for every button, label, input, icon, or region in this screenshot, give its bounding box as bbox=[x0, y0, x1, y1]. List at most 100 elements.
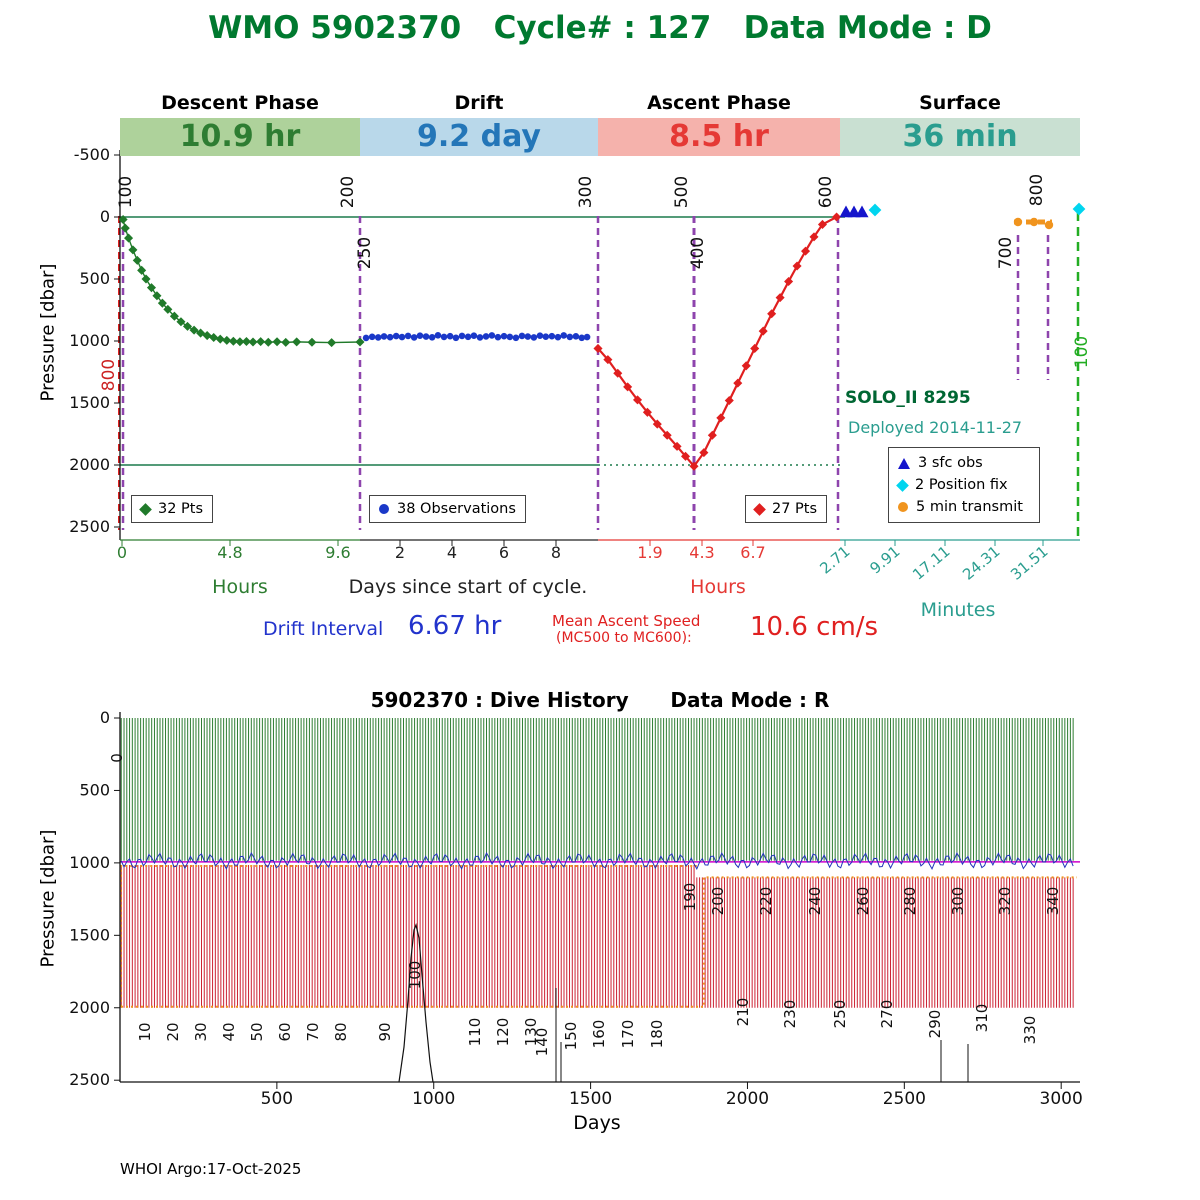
data-point-diamond bbox=[662, 430, 672, 440]
x-tick-label: 4.8 bbox=[217, 543, 242, 562]
data-point-circle bbox=[464, 333, 472, 341]
cycle-number-label: 20 bbox=[164, 1022, 182, 1041]
red-diamond-marker-icon bbox=[753, 502, 766, 516]
data-point-diamond bbox=[699, 448, 709, 458]
dive-history-title: 5902370 : Dive History Data Mode : R bbox=[370, 688, 830, 712]
ascent-speed-sublabel: (MC500 to MC600): bbox=[556, 630, 692, 646]
data-point-circle bbox=[452, 334, 460, 342]
legend-position-fix-row: 2 Position fix bbox=[896, 477, 1008, 493]
phase-drift: Drift 9.2 day bbox=[360, 88, 598, 160]
data-point-diamond bbox=[128, 245, 138, 255]
cycle-number-label: 240 bbox=[806, 887, 824, 916]
cycle-number-label: 30 bbox=[192, 1022, 210, 1041]
mc-label: 100 bbox=[116, 176, 136, 208]
legend-position-fix-label: 2 Position fix bbox=[915, 477, 1008, 493]
cycle-number-label: 150 bbox=[562, 1022, 580, 1051]
data-point-diamond bbox=[716, 413, 726, 423]
data-point-diamond bbox=[613, 368, 623, 378]
anomaly-curve bbox=[398, 922, 434, 1083]
data-point-circle bbox=[1044, 220, 1054, 230]
y-tick-label: 0 bbox=[100, 708, 110, 727]
legend-ascent-label: 27 Pts bbox=[772, 501, 818, 517]
data-point-diamond bbox=[784, 276, 794, 287]
phase-ascent: Ascent Phase 8.5 hr bbox=[598, 88, 840, 160]
cycle-number-label: 10 bbox=[136, 1022, 154, 1041]
x-tick-label: 1500 bbox=[569, 1089, 612, 1109]
ascent-speed-value: 10.6 cm/s bbox=[750, 612, 879, 642]
data-point-circle bbox=[530, 334, 538, 341]
data-point-diamond bbox=[209, 333, 219, 343]
x-tick-label: 3000 bbox=[1040, 1089, 1083, 1109]
data-point-diamond bbox=[132, 255, 142, 265]
data-point-circle bbox=[404, 332, 412, 340]
x-tick-label: 9.91 bbox=[866, 542, 903, 577]
data-point-diamond bbox=[281, 337, 291, 347]
float-id-label: SOLO_II 8295 bbox=[845, 388, 971, 408]
data-point-diamond bbox=[169, 311, 179, 321]
cycle-number-label: 60 bbox=[276, 1022, 294, 1041]
phase-descent-name: Descent Phase bbox=[161, 92, 319, 114]
data-point-circle bbox=[488, 332, 496, 339]
data-point-diamond bbox=[189, 325, 199, 335]
data-point-diamond bbox=[758, 326, 768, 336]
mc-label: 100 bbox=[1072, 336, 1092, 368]
legend-surface-events: 3 sfc obs 2 Position fix 5 min transmit bbox=[888, 447, 1040, 523]
legend-drift-observations: 38 Observations bbox=[369, 495, 526, 523]
drift-noise-trace bbox=[120, 851, 1074, 870]
telemetry-outline bbox=[120, 865, 697, 1007]
cycle-number-label: 50 bbox=[248, 1022, 266, 1041]
data-point-diamond bbox=[741, 361, 751, 371]
data-point-diamond bbox=[202, 331, 212, 341]
data-point-circle bbox=[392, 332, 400, 340]
phase-descent-duration: 10.9 hr bbox=[120, 118, 360, 156]
data-point-circle bbox=[494, 333, 502, 341]
y-tick-label: 2500 bbox=[69, 517, 110, 536]
data-point-circle bbox=[440, 333, 448, 341]
data-point-diamond bbox=[868, 203, 882, 217]
cycle-number-label: 290 bbox=[926, 1010, 944, 1039]
y-tick-label: 1000 bbox=[69, 853, 110, 872]
data-point-diamond bbox=[327, 338, 337, 348]
data-point-circle bbox=[512, 334, 520, 342]
cycle-number-label: 0 bbox=[108, 753, 126, 763]
x-tick-label: 2 bbox=[395, 543, 405, 562]
data-point-circle bbox=[428, 333, 436, 341]
data-point-diamond bbox=[623, 382, 633, 392]
legend-drift-label: 38 Observations bbox=[397, 501, 516, 517]
drift-axis-label: Days since start of cycle. bbox=[348, 576, 588, 598]
data-point-diamond bbox=[146, 283, 157, 293]
data-point-circle bbox=[398, 333, 406, 341]
data-point-diamond bbox=[767, 309, 777, 319]
data-point-circle bbox=[542, 333, 550, 340]
page-title: WMO 5902370 Cycle# : 127 Data Mode : D bbox=[208, 10, 992, 46]
data-point-circle bbox=[506, 333, 514, 341]
data-point-diamond bbox=[163, 304, 173, 314]
data-point-diamond bbox=[137, 265, 147, 275]
y-tick-label: 2500 bbox=[69, 1070, 110, 1089]
cycle-number-label: 210 bbox=[734, 998, 752, 1027]
surface-obs-triangle bbox=[855, 205, 869, 218]
x-tick-label: 1000 bbox=[412, 1089, 455, 1109]
y-tick-label: 0 bbox=[100, 207, 110, 226]
data-point-circle bbox=[578, 334, 586, 342]
data-point-diamond bbox=[307, 337, 317, 347]
cycle-number-label: 330 bbox=[1021, 1016, 1039, 1045]
data-point-diamond bbox=[775, 293, 785, 303]
phase-descent: Descent Phase 10.9 hr bbox=[120, 88, 360, 160]
data-point-diamond bbox=[215, 334, 225, 344]
phase-ascent-name: Ascent Phase bbox=[647, 92, 791, 114]
series-line bbox=[597, 216, 838, 469]
cycle-number-label: 300 bbox=[949, 887, 967, 916]
data-point-diamond bbox=[263, 337, 273, 347]
drift-interval-label: Drift Interval bbox=[263, 618, 384, 640]
legend-transmit-row: 5 min transmit bbox=[898, 499, 1023, 515]
telemetry-outline bbox=[121, 876, 1077, 1008]
cycle-number-label: 270 bbox=[878, 1000, 896, 1029]
mc-label: 800 bbox=[99, 359, 119, 391]
data-point-circle bbox=[386, 333, 394, 341]
legend-sfc-obs-label: 3 sfc obs bbox=[918, 455, 983, 471]
blue-triangle-marker-icon bbox=[898, 457, 910, 469]
x-tick-label: 6 bbox=[499, 543, 509, 562]
